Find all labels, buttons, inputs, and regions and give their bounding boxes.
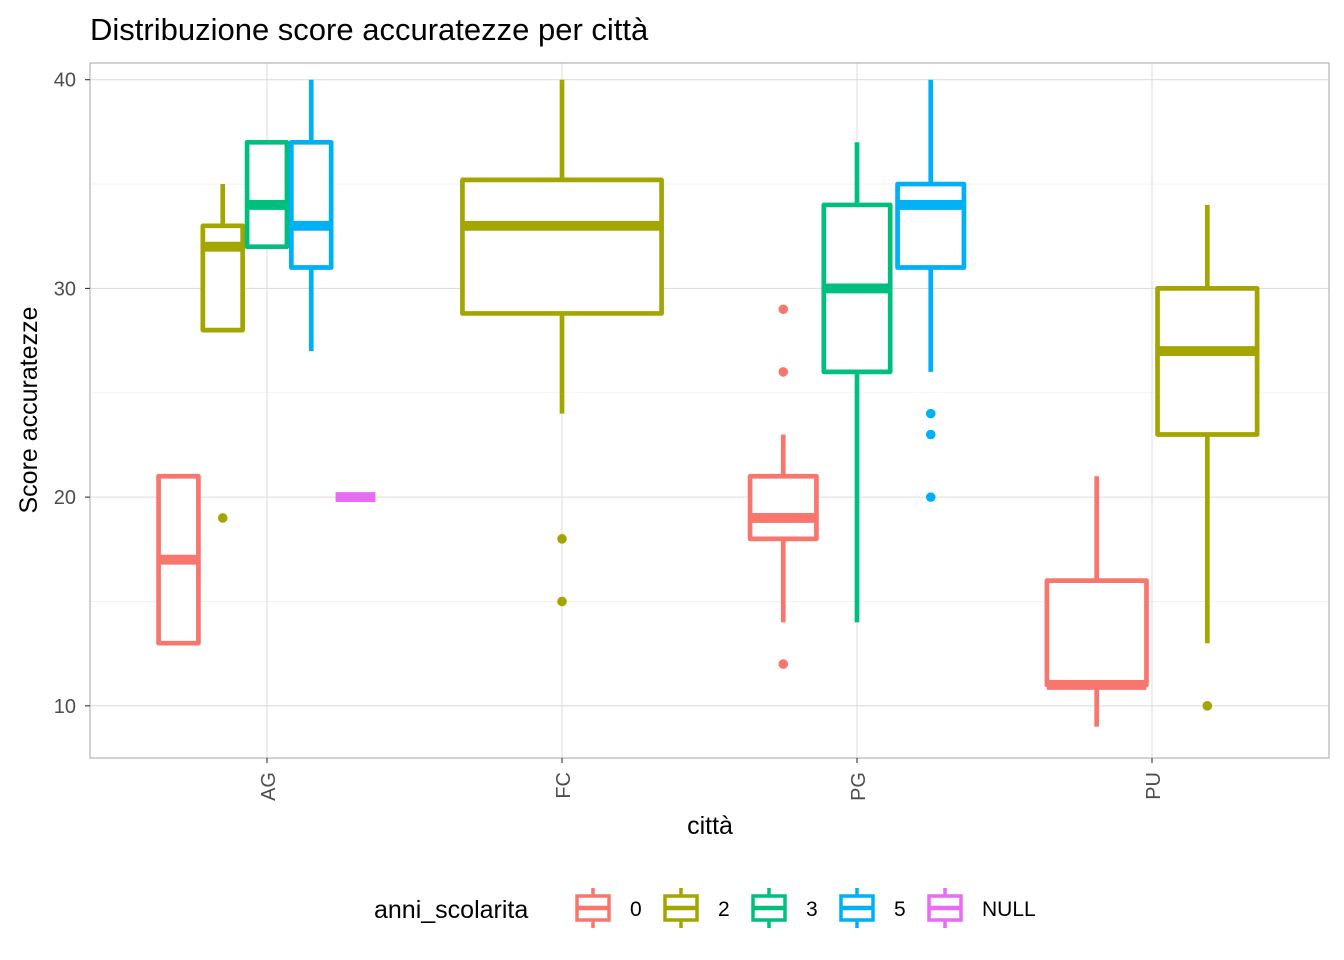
box-body [747,473,819,542]
legend-label: 3 [806,898,818,921]
box-AG-2 [200,184,246,523]
legend-item-2: 2 [663,888,730,928]
x-tick-label: PU [1143,772,1165,800]
x-axis: AG FC PG PU [258,758,1165,801]
box-PU-0 [1044,476,1149,727]
outlier-point [778,304,789,315]
legend: anni_scolarita 0 2 3 5 NULL [374,888,1036,928]
legend-item-3: 3 [751,888,818,928]
box-AG-3 [244,139,290,250]
box-FC-2 [460,79,664,607]
outlier-point [925,408,936,419]
outlier-point [1202,701,1213,711]
legend-title: anni_scolarita [374,896,528,924]
x-tick-label: FC [553,772,575,799]
legend-label: 0 [630,898,642,921]
box-body [1155,286,1260,437]
y-tick-label: 30 [54,278,76,300]
box-body [1044,578,1149,688]
legend-item-0: 0 [575,888,642,928]
box-AG-5 [288,79,334,352]
outlier-point [557,534,567,544]
y-tick-label: 10 [54,696,76,718]
outlier-point [925,492,936,502]
outlier-point [217,513,228,523]
box-body [244,139,290,250]
box-PG-0 [747,304,819,669]
outlier-point [778,367,789,377]
box-body [460,177,664,316]
box-body [200,223,246,333]
x-tick-label: AG [258,772,280,801]
legend-item-5: 5 [839,888,906,928]
y-tick-label: 20 [54,487,76,509]
box-PG-3 [821,142,893,623]
legend-label: NULL [982,898,1036,921]
outlier-point [778,659,789,669]
outlier-point [925,429,936,440]
chart-title: Distribuzione score accuratezze per citt… [90,12,649,47]
x-tick-label: PG [848,772,870,801]
legend-label: 2 [718,898,730,921]
box-body [895,181,967,270]
box-PU-2 [1155,204,1260,711]
legend-label: 5 [894,898,906,921]
legend-item-NULL: NULL [927,888,1036,928]
outlier-point [557,596,567,607]
box-AG-0 [156,473,201,646]
y-axis: 10 20 30 40 [54,70,90,718]
x-axis-title: città [687,812,733,840]
panel-border [89,62,1330,759]
box-body [288,139,334,270]
y-tick-label: 40 [54,70,76,92]
box-PG-5 [895,79,967,502]
y-axis-title: Score accuratezze [15,306,43,513]
boxes-layer [156,79,1260,727]
